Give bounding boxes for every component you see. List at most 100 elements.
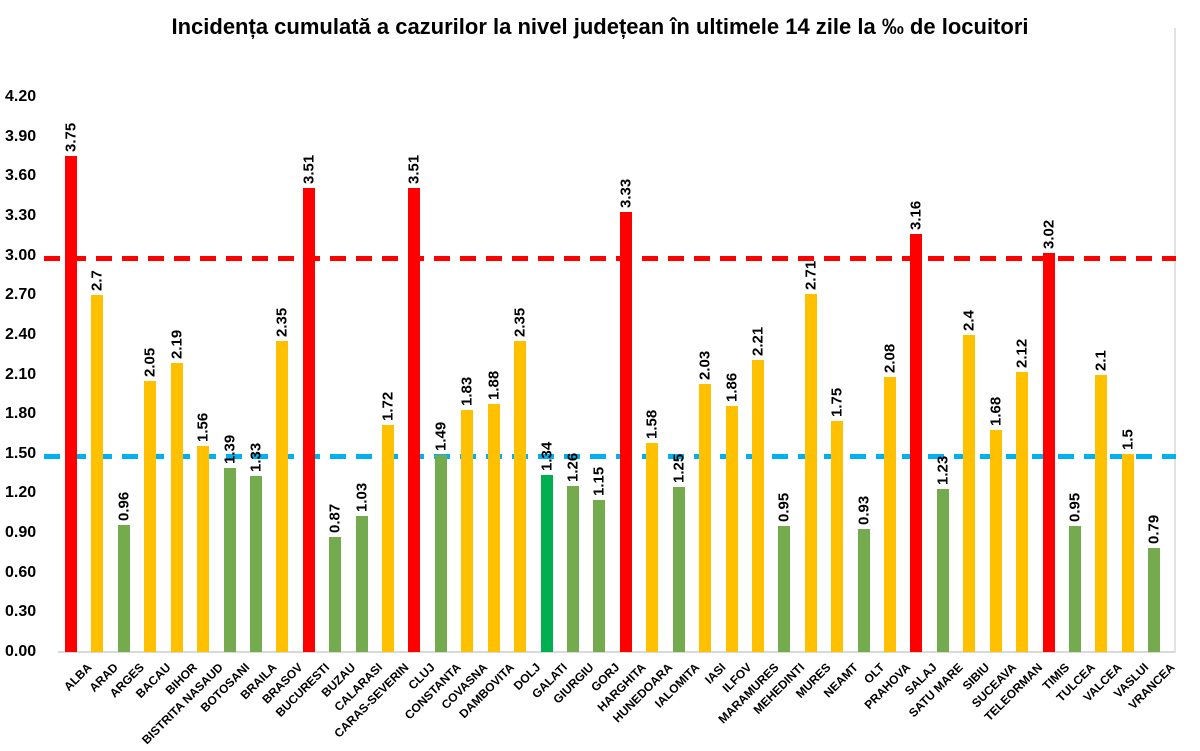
bar-value-label: 2.7: [88, 270, 106, 292]
y-axis-tick: 0.90: [5, 524, 37, 542]
bar-arad: [91, 295, 104, 652]
y-axis-tick: 0.00: [5, 643, 37, 660]
bar-value-label: 2.03: [696, 350, 714, 380]
bar-bacau: [144, 381, 157, 652]
bar-value-label: 3.75: [62, 123, 80, 153]
y-axis-tick: 2.70: [5, 286, 37, 304]
bar-ialomita: [672, 486, 685, 652]
bar-hunedoara: [646, 443, 659, 652]
bar-buzau: [329, 537, 342, 652]
bar-botosani: [223, 468, 236, 652]
bar-value-label: 1.15: [590, 466, 608, 497]
bar-maramures: [751, 359, 764, 652]
chart-title: Incidența cumulată a cazurilor la nivel …: [171, 14, 1029, 39]
threshold-line-red-threshold: [44, 256, 1176, 262]
x-axis-line: [58, 651, 1176, 653]
y-axis-tick: 3.30: [5, 206, 37, 224]
bar-suceava: [989, 430, 1002, 652]
bar-value-label: 2.08: [881, 343, 899, 374]
bar-tulcea: [1068, 526, 1081, 652]
bar-braila: [249, 476, 262, 652]
bar-value-label: 1.26: [564, 452, 582, 482]
bar-value-label: 1.5: [1119, 428, 1137, 450]
bar-value-label: 1.39: [221, 435, 239, 465]
bar-arges: [117, 525, 130, 652]
bar-bistrita-nasaud: [197, 445, 210, 652]
bar-value-label: 1.49: [432, 421, 450, 452]
bar-teleorman: [1016, 371, 1029, 652]
bar-covasna: [461, 410, 474, 652]
bar-salaj: [910, 234, 923, 652]
bar-vrancea: [1148, 547, 1161, 652]
bar-iasi: [699, 383, 712, 652]
bar-olt: [857, 529, 870, 652]
y-axis-tick: 2.10: [5, 365, 37, 383]
bar-prahova: [884, 377, 897, 652]
bar-mehedinti: [778, 526, 791, 652]
bar-vaslui: [1121, 453, 1134, 652]
bar-value-label: 2.12: [1013, 338, 1031, 368]
bar-value-label: 3.16: [907, 201, 925, 231]
bar-value-label: 2.35: [511, 308, 529, 338]
bar-dolj: [514, 341, 527, 652]
y-axis-tick: 0.30: [5, 603, 37, 621]
bar-value-label: 0.95: [775, 493, 793, 523]
bar-value-label: 2.05: [141, 347, 159, 378]
y-axis-tick: 4.20: [5, 88, 37, 105]
bar-value-label: 2.1: [1092, 349, 1110, 371]
bar-brasov: [276, 341, 289, 652]
bar-value-label: 2.71: [802, 260, 820, 290]
bar-value-label: 0.95: [1066, 493, 1084, 523]
bar-value-label: 0.96: [115, 491, 133, 522]
y-axis-tick: 3.60: [5, 167, 37, 185]
bar-giurgiu: [566, 485, 579, 652]
bar-value-label: 3.51: [300, 154, 318, 185]
bar-value-label: 1.25: [670, 453, 688, 483]
bar-gorj: [593, 500, 606, 652]
bar-mures: [804, 293, 817, 652]
bar-value-label: 0.87: [326, 503, 344, 534]
bar-value-label: 3.02: [1040, 219, 1058, 249]
bar-value-label: 1.72: [379, 391, 397, 421]
bar-calarasi: [355, 515, 368, 652]
y-axis-tick: 1.80: [5, 405, 37, 423]
bar-value-label: 1.86: [723, 373, 740, 403]
bar-value-label: 1.83: [458, 376, 476, 407]
bar-value-label: 0.79: [1145, 514, 1163, 544]
bar-value-label: 2.21: [749, 326, 767, 356]
x-axis-label: ALBA: [60, 660, 95, 694]
plot-right-border: [1174, 28, 1176, 653]
bar-value-label: 1.75: [828, 387, 846, 417]
bar-value-label: 1.23: [934, 456, 952, 486]
bar-harghita: [619, 211, 632, 652]
bar-timis: [1042, 252, 1055, 652]
bar-value-label: 2.4: [960, 309, 978, 331]
bar-alba: [65, 156, 77, 652]
y-axis-tick: 1.20: [5, 484, 37, 502]
bar-cluj: [408, 188, 421, 652]
bar-valcea: [1095, 374, 1108, 652]
threshold-line-blue-threshold: [44, 454, 1176, 460]
bar-constanta: [434, 455, 447, 652]
bar-value-label: 1.56: [194, 412, 212, 442]
bar-caras-severin: [382, 424, 395, 652]
bar-value-label: 1.33: [247, 443, 265, 473]
bar-value-label: 1.34: [538, 441, 556, 471]
bar-value-label: 1.88: [485, 370, 503, 400]
bar-neamt: [831, 420, 844, 652]
bar-satu-mare: [936, 489, 949, 652]
y-axis-tick: 0.60: [5, 563, 37, 581]
bar-value-label: 0.93: [855, 495, 873, 526]
bar-value-label: 2.35: [273, 308, 291, 338]
y-axis-tick: 3.00: [5, 246, 37, 264]
bar-bihor: [170, 362, 183, 652]
bar-value-label: 1.03: [353, 482, 371, 512]
y-axis-tick: 3.90: [5, 127, 37, 145]
bar-value-label: 3.51: [405, 154, 423, 185]
y-axis-tick: 2.40: [5, 325, 37, 343]
bar-value-label: 2.19: [168, 329, 186, 359]
bar-galati: [540, 474, 553, 652]
bar-ilfov: [725, 406, 738, 652]
bar-dambovita: [487, 403, 500, 652]
